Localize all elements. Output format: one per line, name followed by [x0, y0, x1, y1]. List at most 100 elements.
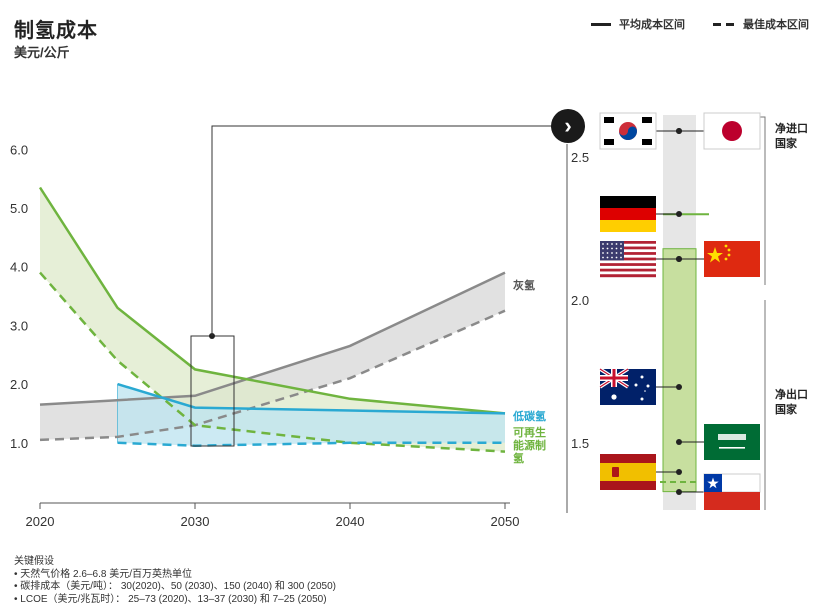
panel-y-tick-label: 2.5 [571, 150, 589, 165]
flag-part [600, 454, 656, 463]
flag-part [640, 397, 644, 401]
flag-part [727, 253, 731, 257]
flag-part [606, 247, 609, 250]
chile-flag [703, 473, 761, 510]
notes-heading: 关键假设 [14, 556, 54, 567]
flag-part [604, 139, 614, 145]
series-label-green: 能源制 [513, 438, 546, 452]
flag-part [615, 247, 618, 250]
series-average-line-green [38, 186, 506, 415]
flag-part [600, 463, 656, 481]
flag-part [600, 254, 656, 258]
flag-part [600, 263, 656, 267]
usa-flag [600, 241, 656, 278]
flag-part [644, 390, 646, 392]
chart-title: 制氢成本 [14, 20, 98, 42]
flag-part [600, 252, 656, 256]
y-tick-label: 4.0 [10, 260, 28, 275]
flag-part [620, 247, 622, 250]
flag-part [620, 252, 622, 254]
chart-unit: 美元/公斤 [14, 45, 70, 60]
china-flag [704, 241, 760, 277]
germany-flag [600, 196, 656, 232]
assumptions-notes: 关键假设 • 天然气价格 2.6–6.8 美元/百万英热单位 • 碳排成本（美元… [14, 556, 336, 606]
flag-part [642, 117, 652, 123]
country-point [676, 256, 682, 262]
panel-cost-bar [662, 248, 697, 493]
flag-part [600, 265, 656, 269]
country-point [676, 384, 682, 390]
flag-part [604, 117, 614, 123]
notes-line: • 天然气价格 2.6–6.8 美元/百万英热单位 [14, 568, 192, 580]
flag-part [620, 243, 622, 245]
japan-flag [703, 112, 761, 150]
country-point [676, 211, 682, 217]
korea-flag [599, 112, 657, 150]
flag-part [611, 256, 613, 259]
flag-part [704, 492, 760, 510]
y-tick-label: 3.0 [10, 318, 28, 333]
flag-part [640, 375, 644, 379]
flag-part [642, 139, 652, 145]
flag-part [719, 447, 745, 449]
flag-part [606, 252, 609, 254]
flag-part [722, 121, 742, 141]
series-best-line-green [39, 271, 506, 453]
flag-part [707, 247, 723, 263]
x-tick-label: 2040 [336, 514, 365, 529]
group-label-exporters: 净出口 [775, 387, 808, 401]
country-point [676, 439, 682, 445]
flag-part [600, 241, 624, 261]
spain-flag [600, 454, 656, 490]
flag-part [615, 256, 618, 259]
flag-part [602, 247, 604, 250]
flag-part [600, 220, 656, 232]
chevron-right-icon [551, 109, 585, 143]
chevron-glyph: › [564, 113, 571, 138]
legend-average-label: 平均成本区间 [619, 19, 685, 31]
flag-part [704, 424, 760, 460]
flag-part [602, 252, 604, 254]
y-tick-label: 6.0 [10, 142, 28, 157]
series-best-line-blue [117, 441, 505, 447]
y-tick-label: 1.0 [10, 436, 28, 451]
flag-part [600, 196, 656, 208]
legend-best-label: 最佳成本区间 [743, 19, 809, 31]
flag-part [615, 252, 618, 254]
dashed-line-icon [713, 22, 735, 26]
flag-part [600, 246, 656, 250]
x-tick-label: 2050 [491, 514, 520, 529]
flag-part [602, 243, 604, 245]
series-label-green: 可再生 [513, 425, 546, 439]
bracket-importers [760, 116, 766, 285]
flag-part [707, 477, 719, 489]
connector-line [211, 125, 552, 336]
y-tick-label: 2.0 [10, 377, 28, 392]
flag-part [600, 257, 656, 261]
series-label-grey: 灰氢 [513, 278, 535, 292]
flag-part [646, 384, 650, 388]
flag-part [600, 274, 656, 278]
flag-part [600, 268, 656, 272]
flag-part [724, 257, 728, 261]
x-tick-label: 2030 [181, 514, 210, 529]
group-label-exporters: 国家 [775, 402, 798, 416]
flag-part [611, 247, 613, 250]
band-area-blue [117, 384, 505, 446]
flag-part [620, 256, 622, 259]
series-label-green: 氢 [513, 451, 524, 465]
country-point [676, 489, 682, 495]
flag-part [600, 271, 656, 275]
flag-part [619, 126, 637, 140]
flag-part [611, 252, 613, 254]
australia-flag [599, 367, 656, 405]
legend-item-best: 最佳成本区间 [713, 16, 809, 32]
country-point [676, 128, 682, 134]
group-label-importers: 净进口 [775, 121, 808, 135]
series-average-line-blue [117, 382, 506, 415]
flag-part [606, 256, 609, 259]
x-tick-label: 2020 [26, 514, 55, 529]
flag-part [611, 243, 613, 245]
flag-part [611, 394, 617, 400]
